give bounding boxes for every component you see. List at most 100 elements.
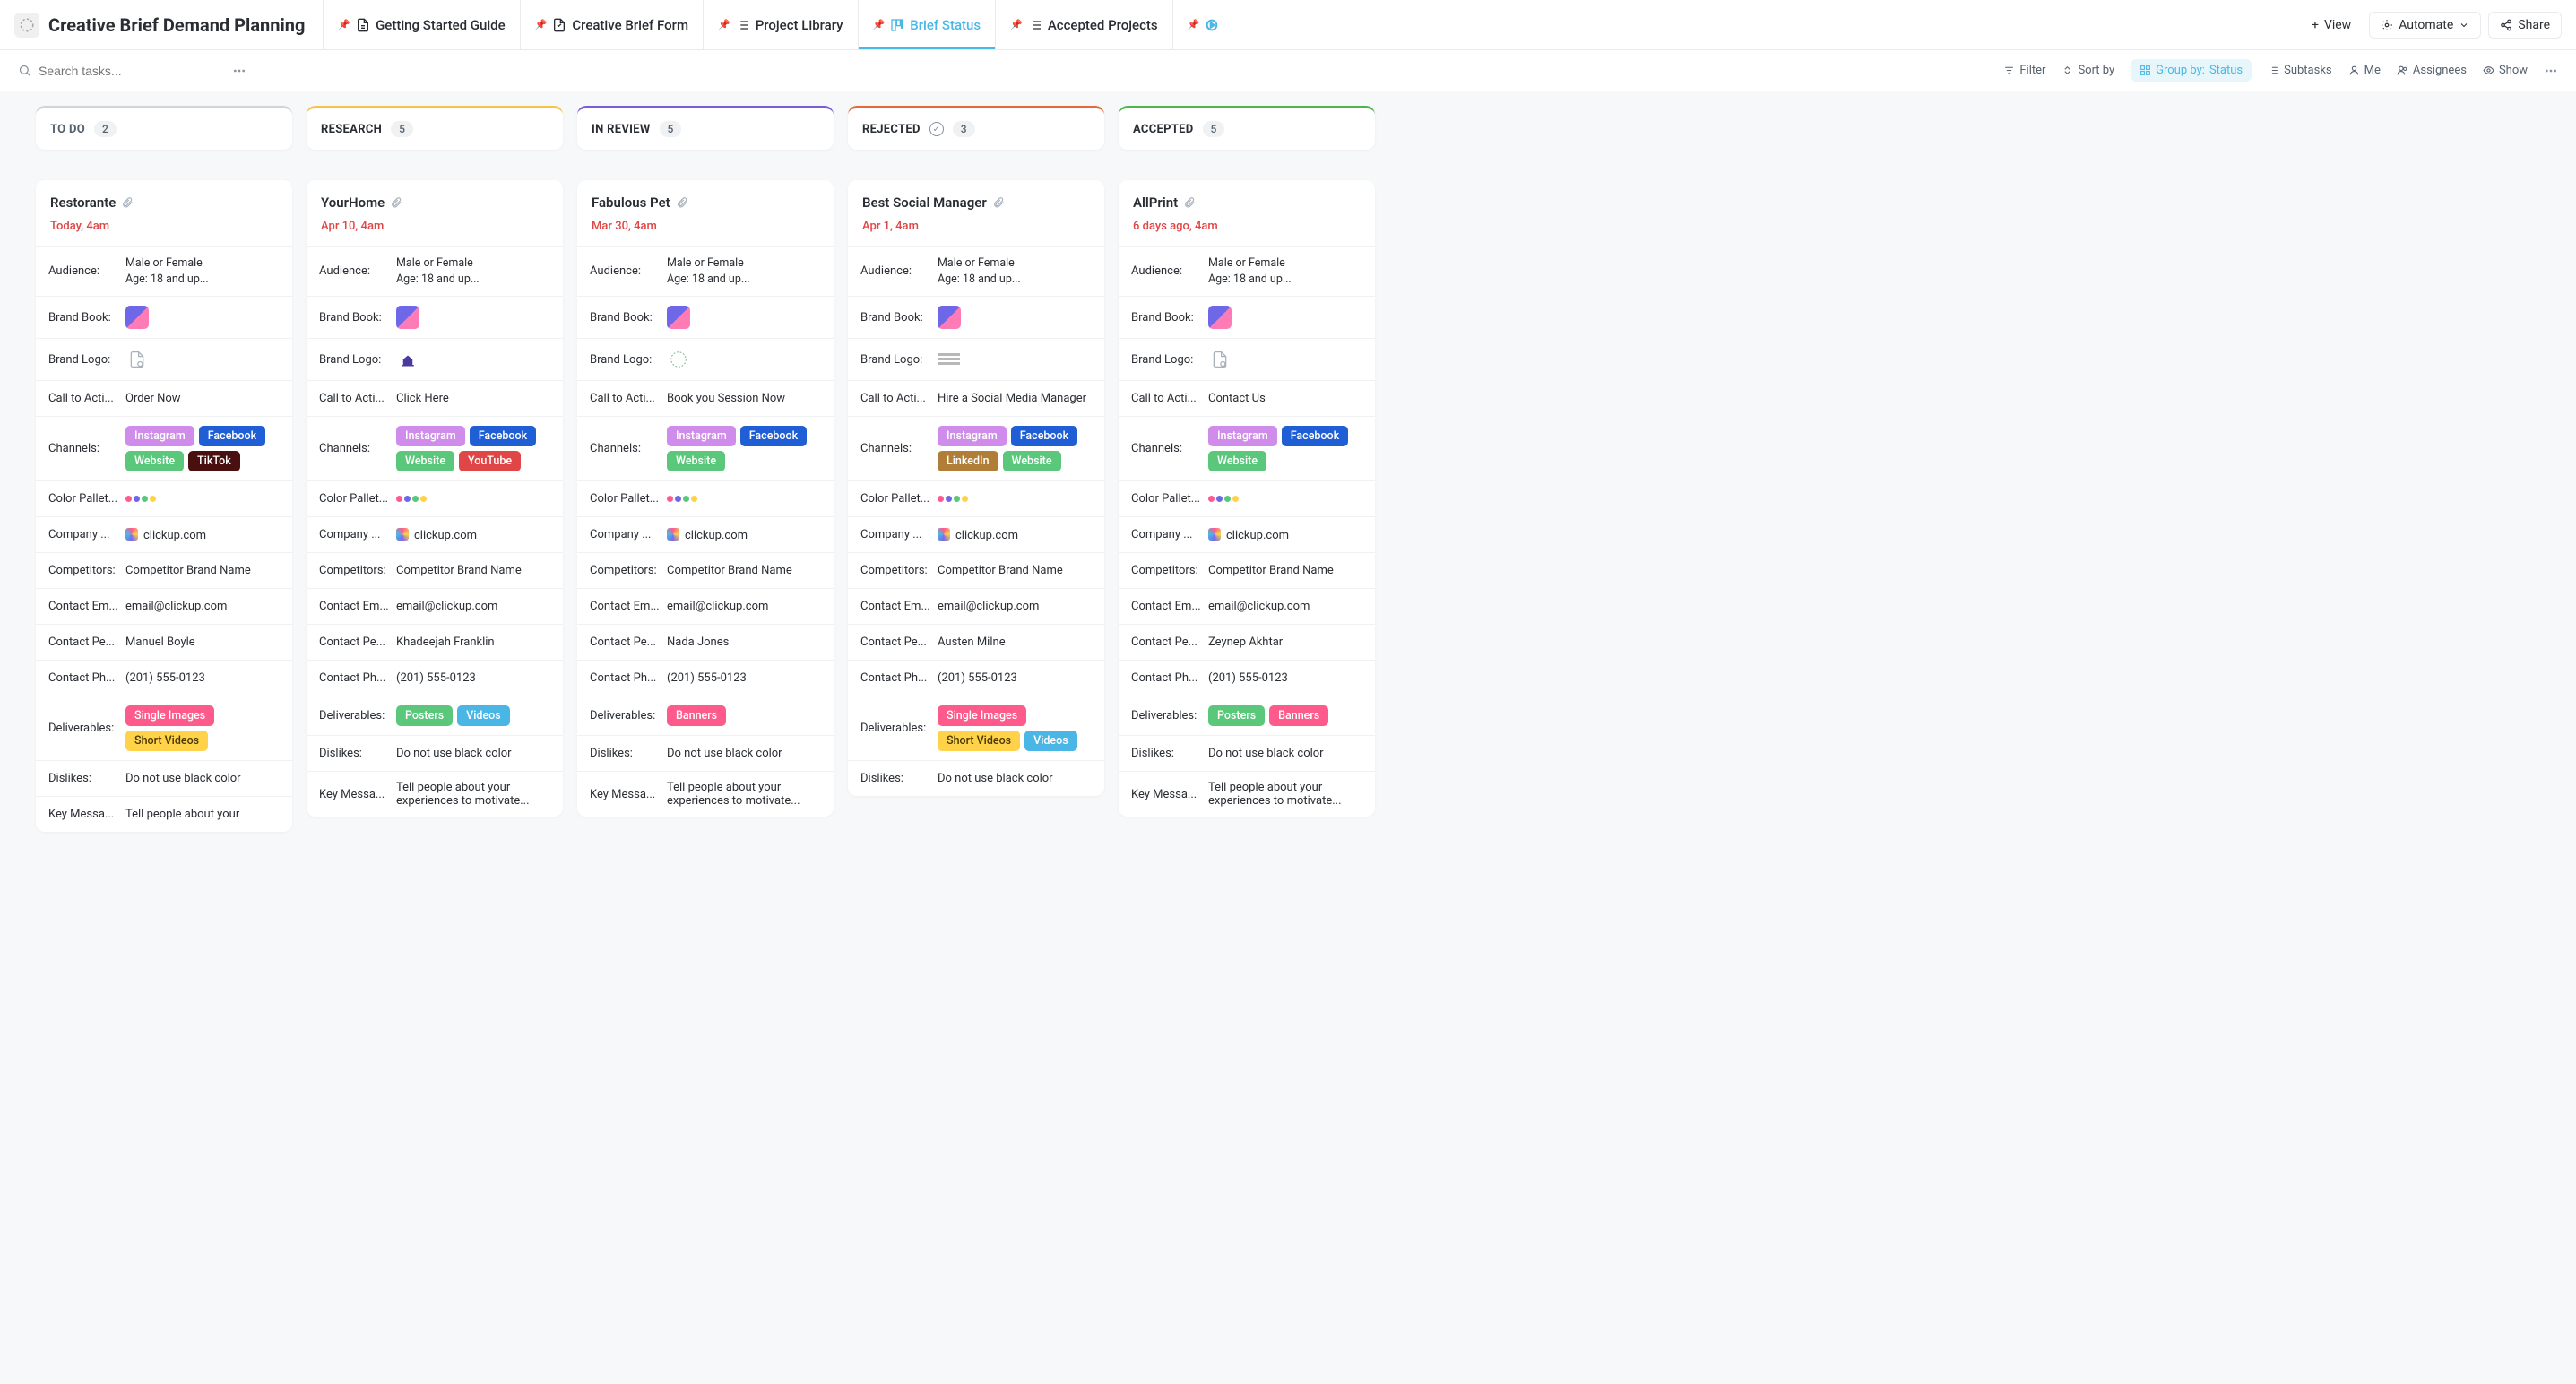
field-value[interactable]: clickup.com (667, 528, 821, 542)
field-value[interactable] (396, 306, 550, 329)
field-value[interactable] (667, 306, 821, 329)
field-value: Nada Jones (667, 636, 821, 649)
filter-button[interactable]: Filter (2003, 64, 2045, 77)
field-label: Contact Em... (319, 600, 396, 613)
field-company: Company ...clickup.com (36, 516, 292, 552)
card-title: AllPrint (1133, 195, 1178, 211)
attachment-icon[interactable] (1183, 196, 1196, 209)
channel-tag[interactable]: Facebook (1011, 426, 1077, 446)
field-value[interactable]: clickup.com (396, 528, 550, 542)
tab-creative-brief-form[interactable]: 📌Creative Brief Form (520, 0, 703, 49)
palette-dots (1208, 496, 1239, 502)
field-brand-book: Brand Book: (1119, 296, 1375, 338)
attachment-icon[interactable] (992, 196, 1005, 209)
pin-icon: 📌 (873, 19, 886, 30)
deliverable-tag[interactable]: Short Videos (125, 731, 208, 751)
field-value[interactable] (125, 348, 280, 371)
task-card[interactable]: Best Social Manager Apr 1, 4am Audience:… (848, 180, 1104, 796)
field-value[interactable]: clickup.com (125, 528, 280, 542)
me-label: Me (2364, 64, 2381, 77)
channel-tag[interactable]: LinkedIn (938, 451, 998, 471)
field-value: email@clickup.com (667, 600, 821, 613)
subtasks-button[interactable]: Subtasks (2268, 64, 2332, 77)
more-icon[interactable] (2544, 64, 2558, 78)
share-button[interactable]: Share (2488, 12, 2562, 39)
tab-label: Brief Status (910, 17, 981, 33)
tab-project-library[interactable]: 📌Project Library (703, 0, 858, 49)
column-header[interactable]: ACCEPTED 5 (1119, 106, 1375, 150)
column-header[interactable]: REJECTED ✓ 3 (848, 106, 1104, 150)
channel-tag[interactable]: Facebook (199, 426, 265, 446)
groupby-button[interactable]: Group by: Status (2131, 59, 2252, 82)
attachment-icon[interactable] (121, 196, 134, 209)
column-header[interactable]: RESEARCH 5 (307, 106, 563, 150)
deliverable-tag[interactable]: Single Images (938, 705, 1026, 726)
column-title: RESEARCH (321, 123, 382, 136)
field-value[interactable] (938, 348, 1092, 371)
deliverable-tag[interactable]: Banners (1269, 705, 1328, 726)
tab-embed[interactable]: 📌 (1172, 0, 1234, 49)
column-header[interactable]: TO DO 2 (36, 106, 292, 150)
channel-tag[interactable]: Instagram (396, 426, 465, 446)
field-audience: Audience:Male or FemaleAge: 18 and up... (577, 246, 834, 296)
channel-tag[interactable]: Instagram (938, 426, 1007, 446)
field-value: Do not use black color (938, 772, 1092, 785)
field-value[interactable] (667, 348, 821, 371)
field-audience: Audience:Male or FemaleAge: 18 and up... (36, 246, 292, 296)
deliverable-tag[interactable]: Short Videos (938, 731, 1020, 751)
sort-button[interactable]: Sort by (2062, 64, 2114, 77)
deliverable-tag[interactable]: Single Images (125, 705, 214, 726)
channel-tag[interactable]: TikTok (188, 451, 240, 471)
field-value[interactable] (938, 306, 1092, 329)
field-label: Color Pallet... (319, 492, 396, 506)
field-value[interactable]: clickup.com (1208, 528, 1362, 542)
channel-tag[interactable]: Instagram (1208, 426, 1277, 446)
deliverable-tag[interactable]: Banners (667, 705, 726, 726)
channel-tag[interactable]: YouTube (459, 451, 521, 471)
deliverable-tag[interactable]: Posters (396, 705, 453, 726)
field-value[interactable] (1208, 348, 1362, 371)
channel-tag[interactable]: Website (667, 451, 725, 471)
channel-tag[interactable]: Website (396, 451, 454, 471)
me-button[interactable]: Me (2348, 64, 2381, 77)
task-card[interactable]: YourHome Apr 10, 4am Audience:Male or Fe… (307, 180, 563, 817)
automate-button[interactable]: Automate (2369, 12, 2481, 39)
deliverable-tag[interactable]: Videos (1024, 731, 1077, 751)
channel-tag[interactable]: Instagram (125, 426, 194, 446)
channel-tag[interactable]: Facebook (1282, 426, 1348, 446)
more-icon[interactable] (232, 64, 246, 78)
field-label: Brand Logo: (1131, 353, 1208, 367)
assignees-button[interactable]: Assignees (2397, 64, 2467, 77)
card-date: Mar 30, 4am (592, 220, 819, 233)
field-cta: Call to Acti...Order Now (36, 380, 292, 416)
field-value: email@clickup.com (125, 600, 280, 613)
task-card[interactable]: Fabulous Pet Mar 30, 4am Audience:Male o… (577, 180, 834, 817)
deliverable-tag[interactable]: Posters (1208, 705, 1265, 726)
deliverable-tag[interactable]: Videos (457, 705, 510, 726)
show-button[interactable]: Show (2483, 64, 2528, 77)
tab-getting-started-guide[interactable]: 📌Getting Started Guide (323, 0, 519, 49)
search-input[interactable] (39, 64, 218, 78)
task-card[interactable]: Restorante Today, 4am Audience:Male or F… (36, 180, 292, 832)
field-value[interactable] (1208, 306, 1362, 329)
search-wrap (18, 64, 2003, 78)
field-label: Deliverables: (1131, 709, 1208, 722)
attachment-icon[interactable] (390, 196, 402, 209)
channel-tag[interactable]: Instagram (667, 426, 736, 446)
channel-tag[interactable]: Website (1208, 451, 1266, 471)
card-date: Apr 1, 4am (862, 220, 1090, 233)
tab-accepted-projects[interactable]: 📌Accepted Projects (995, 0, 1172, 49)
field-label: Key Messa... (48, 808, 125, 821)
channel-tag[interactable]: Website (1003, 451, 1061, 471)
attachment-icon[interactable] (676, 196, 688, 209)
task-card[interactable]: AllPrint 6 days ago, 4am Audience:Male o… (1119, 180, 1375, 817)
tab-brief-status[interactable]: 📌 Brief Status (858, 0, 996, 49)
field-value[interactable]: clickup.com (938, 528, 1092, 542)
add-view-button[interactable]: + View (2301, 13, 2362, 38)
column-header[interactable]: IN REVIEW 5 (577, 106, 834, 150)
channel-tag[interactable]: Facebook (740, 426, 807, 446)
channel-tag[interactable]: Website (125, 451, 184, 471)
field-value[interactable] (125, 306, 280, 329)
channel-tag[interactable]: Facebook (470, 426, 536, 446)
field-value[interactable] (396, 348, 550, 371)
